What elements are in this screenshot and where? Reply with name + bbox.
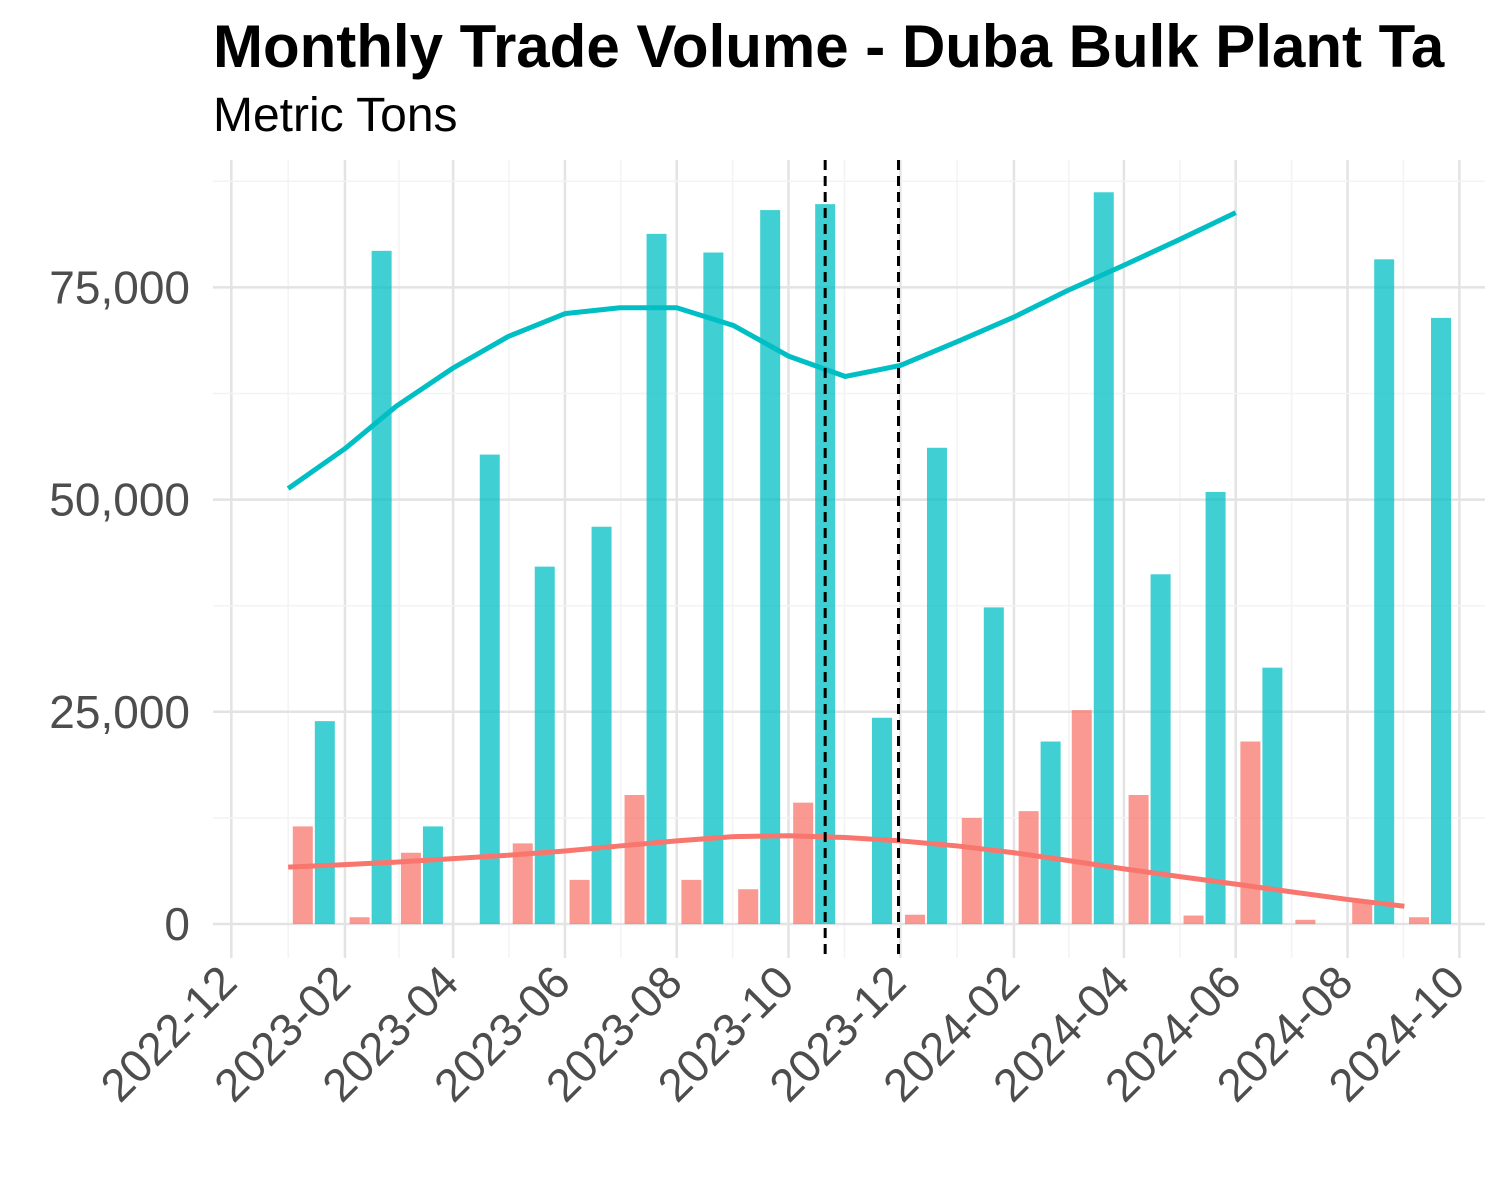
grid-lines bbox=[213, 160, 1485, 958]
bar bbox=[1040, 741, 1061, 925]
bar bbox=[1093, 192, 1114, 925]
trend-line bbox=[288, 833, 1405, 909]
bar bbox=[1295, 919, 1316, 925]
bar bbox=[591, 526, 612, 925]
bar bbox=[400, 852, 421, 925]
y-tick-label: 25,000 bbox=[49, 686, 190, 738]
bar bbox=[314, 721, 335, 925]
bar bbox=[681, 879, 702, 925]
bar bbox=[904, 914, 925, 925]
bar bbox=[422, 826, 443, 925]
bar bbox=[1150, 574, 1171, 925]
y-tick-label: 50,000 bbox=[49, 474, 190, 526]
y-tick-label: 75,000 bbox=[49, 261, 190, 313]
bar bbox=[760, 210, 781, 925]
bar bbox=[738, 889, 759, 925]
bar bbox=[1128, 795, 1149, 925]
bar bbox=[1018, 811, 1039, 925]
bar bbox=[1071, 710, 1092, 925]
bar bbox=[1240, 741, 1261, 925]
bar bbox=[624, 795, 645, 925]
bar bbox=[349, 917, 370, 925]
bar bbox=[646, 233, 667, 925]
trend-lines bbox=[286, 210, 1405, 909]
bar-marks bbox=[292, 192, 1452, 925]
bar bbox=[1431, 317, 1452, 925]
bar bbox=[371, 250, 392, 925]
trend-line bbox=[286, 210, 1237, 491]
bar bbox=[512, 843, 533, 925]
bar bbox=[1374, 259, 1395, 925]
y-axis-ticks: 0 25,000 50,000 75,000 bbox=[49, 261, 190, 950]
bar bbox=[926, 447, 947, 925]
y-tick-label: 0 bbox=[164, 898, 190, 950]
bar bbox=[793, 802, 814, 925]
bar bbox=[569, 879, 590, 925]
bar bbox=[703, 252, 724, 925]
reference-lines bbox=[823, 160, 900, 958]
bar bbox=[1352, 901, 1373, 925]
bar bbox=[292, 826, 313, 925]
bar bbox=[871, 717, 892, 925]
bar bbox=[961, 817, 982, 925]
chart-subtitle: Metric Tons bbox=[213, 89, 458, 142]
bar bbox=[1409, 917, 1430, 925]
bar bbox=[534, 566, 555, 925]
bar bbox=[479, 454, 500, 925]
chart-title: Monthly Trade Volume - Duba Bulk Plant T… bbox=[213, 13, 1445, 80]
bar bbox=[1183, 915, 1204, 925]
bar bbox=[1262, 667, 1283, 925]
bar bbox=[1205, 491, 1226, 925]
x-axis-ticks: 2022-122023-022023-042023-062023-082023-… bbox=[90, 955, 1474, 1111]
bar bbox=[983, 607, 1004, 925]
